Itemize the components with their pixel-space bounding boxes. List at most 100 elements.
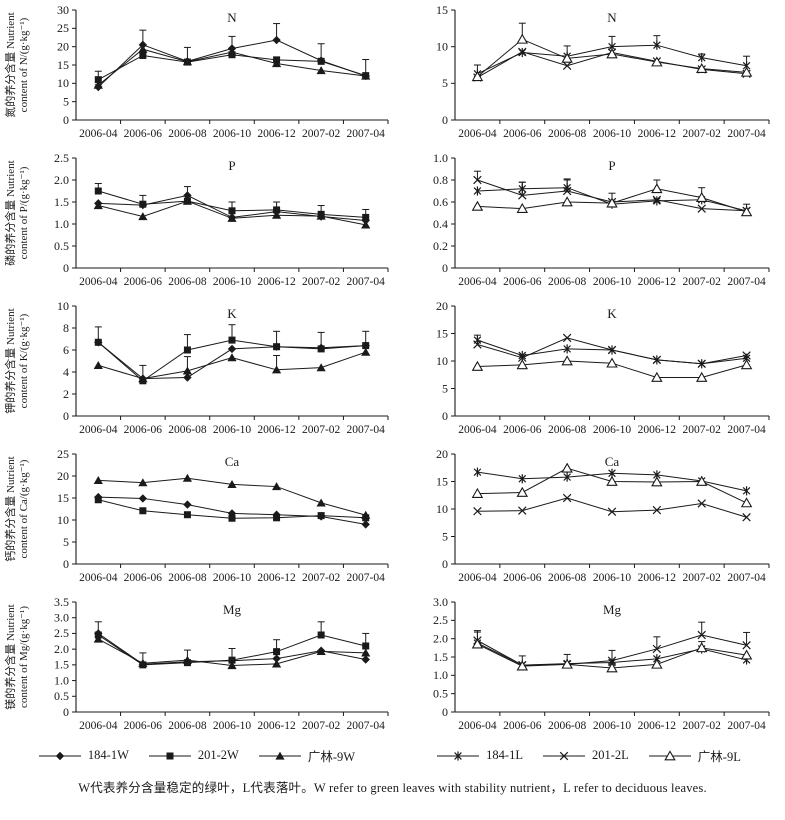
x-tick-label: 2006-12 [257,276,296,288]
marker-star [454,750,462,761]
x-tick-label: 2006-04 [458,720,497,732]
legend-item-184-1W: 184-1W [37,748,129,763]
marker-triangle [93,80,103,89]
marker-square [228,336,236,344]
axes [75,306,388,417]
legend-label: 201-2W [197,748,239,762]
marker-square [166,752,174,759]
marker-star [653,196,661,206]
x-tick-label: 2007-04 [347,572,386,584]
marker-square [139,51,147,59]
marker-triangle-open [516,359,529,370]
x-tick-label: 2006-08 [548,424,587,436]
y-tick-label: 2.0 [433,631,448,645]
x-tick-label: 2006-06 [124,720,163,732]
y-tick-label: 15 [436,474,448,488]
x-tick-label: 2006-06 [124,128,163,140]
chart-title: P [228,158,235,173]
marker-triangle [138,658,148,667]
x-tick-label: 2006-08 [168,128,207,140]
marker-triangle-open [561,462,573,473]
chart-title: Mg [603,602,622,617]
marker-x [607,345,617,355]
x-tick-label: 2006-10 [213,128,252,140]
marker-triangle-open [606,197,618,208]
y-tick-label: 2.5 [54,626,69,640]
marker-triangle-open [740,206,753,217]
y-axis-label: 钙的养分含量 Nutrientcontent of Ca/(g·kg⁻¹) [3,456,30,561]
x-tick-label: 2006-04 [458,128,497,140]
marker-diamond [55,751,65,760]
x-tick-label: 2007-04 [347,276,386,288]
y-tick-label: 20 [436,447,448,461]
legend-item-201-2W: 201-2W [147,748,239,763]
marker-diamond [272,35,281,45]
x-tick-label: 2006-10 [213,276,252,288]
marker-triangle [93,361,103,369]
marker-triangle [361,220,371,229]
x-tick-label: 2006-06 [124,424,163,436]
x-tick-label: 2007-04 [347,720,386,732]
chart-k-right: 0 5 10 15 20 2006-04 2006-06 2006-08 2006-10 2006… [393,298,785,446]
y-tick-label: 1.0 [54,673,69,687]
marker-square [317,512,325,520]
chart-p-left: 0 0.5 1.0 1.5 2.0 2.5 2006-04 2006-06 2006-08 200… [0,150,393,298]
y-tick-label: 10 [57,299,69,313]
marker-diamond [183,191,192,200]
y-tick-label: 5 [442,529,448,543]
x-tick-label: 2006-06 [503,572,542,584]
x-tick-label: 2007-02 [302,720,341,732]
y-tick-label: 3.5 [54,595,69,609]
x-tick-label: 2007-02 [683,572,722,584]
marker-triangle [271,59,282,68]
y-tick-label: 5 [63,535,69,549]
series-201-2L [473,493,751,522]
marker-triangle-open [651,371,663,382]
marker-triangle [361,648,371,657]
x-tick-label: 2006-08 [548,572,587,584]
x-tick-label: 2006-12 [638,128,677,140]
marker-diamond [183,373,192,382]
marker-triangle [316,66,326,75]
marker-triangle [227,47,237,56]
marker-diamond [183,500,192,509]
x-axis-ticks: 2006-04 2006-06 2006-08 2006-10 2006-12 2007-… [79,416,389,436]
marker-triangle [361,510,371,519]
marker-triangle-open [471,200,484,211]
x-tick-label: 2007-02 [302,276,341,288]
y-tick-label: 0.2 [433,239,448,253]
x-axis-ticks: 2006-04 2006-06 2006-08 2006-10 2006-12 2007-… [458,268,770,288]
y-tick-label: 1.0 [433,668,448,682]
x-tick-label: 2006-12 [638,720,677,732]
chart-title: Mg [223,602,242,617]
marker-triangle [138,212,148,221]
legend-label: 201-2L [591,748,629,762]
x-tick-label: 2006-04 [458,572,497,584]
chart-ca-right: 0 5 10 15 20 2006-04 2006-06 2006-08 2006-10 2006… [393,446,785,594]
x-tick-label: 2007-04 [727,572,766,584]
y-axis-ticks: 0 2 4 6 8 10 [57,299,76,423]
x-tick-label: 2006-08 [548,276,587,288]
y-tick-label: 2.0 [54,642,69,656]
y-tick-label: 0.4 [433,217,448,231]
marker-diamond [361,655,370,664]
x-axis-ticks: 2006-04 2006-06 2006-08 2006-10 2006-12 2007-… [79,712,389,732]
y-tick-label: 5 [442,381,448,395]
marker-x [562,61,572,70]
legend-marker-square [148,752,191,759]
series-广林-9W [93,44,371,89]
marker-triangle-open [471,71,484,82]
y-axis-ticks: 0 5 10 15 [436,3,455,127]
marker-square [228,207,236,215]
y-tick-label: 6 [63,343,69,357]
marker-square [139,200,147,208]
series-广林-9L [471,22,753,82]
x-tick-label: 2006-08 [168,572,207,584]
marker-x [559,751,569,760]
x-tick-label: 2006-08 [548,128,587,140]
marker-x [652,644,662,654]
marker-square [228,514,236,522]
marker-triangle-open [740,649,753,660]
y-tick-label: 10 [57,76,69,90]
